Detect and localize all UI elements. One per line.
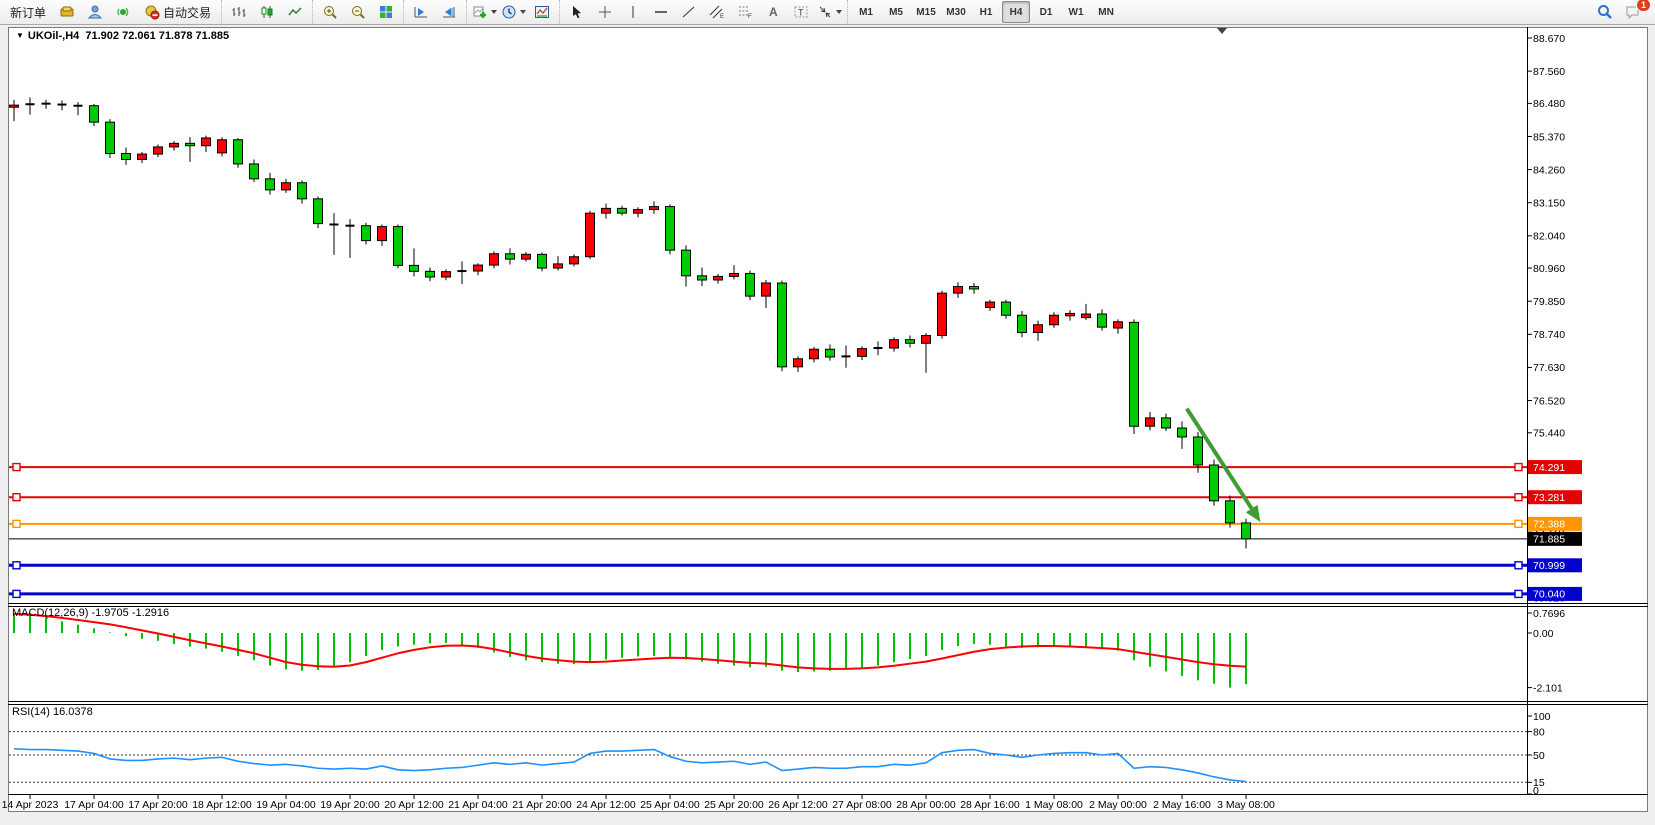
cursor-icon — [573, 6, 582, 19]
autotrade-icon — [145, 5, 160, 20]
crosshair-icon — [599, 6, 612, 18]
zoom-in-icon — [324, 6, 337, 19]
candlestick-button[interactable] — [254, 1, 280, 23]
zoom-group — [312, 0, 403, 24]
zoom-in-button[interactable] — [317, 1, 343, 23]
text-icon: A — [769, 5, 778, 19]
trendline-icon — [682, 6, 695, 18]
add-indicator-icon — [473, 6, 487, 18]
panel-separator[interactable] — [8, 603, 1648, 604]
zoom-out-button[interactable] — [345, 1, 371, 23]
panel-separator[interactable] — [8, 704, 1648, 705]
market-watch-button[interactable] — [54, 1, 80, 23]
new-order-button[interactable]: 新订单 — [10, 5, 47, 20]
horizontal-line-icon — [655, 11, 668, 13]
timeframe-mn[interactable]: MN — [1098, 6, 1114, 18]
rsi-indicator-label: RSI(14) 16.0378 — [12, 706, 93, 718]
chart-shift-icon — [443, 7, 456, 18]
add-indicator-button[interactable] — [471, 1, 498, 23]
chevron-down-icon — [520, 10, 527, 14]
autotrade-button[interactable]: 自动交易 — [138, 1, 217, 23]
auto-scroll-button[interactable] — [408, 1, 434, 23]
search-button[interactable] — [1592, 1, 1618, 23]
zoom-out-icon — [352, 6, 365, 19]
vertical-line-button[interactable] — [620, 1, 646, 23]
chevron-down-icon — [491, 10, 498, 14]
main-toolbar: 新订单 自动交易 — [0, 0, 1655, 25]
book-icon — [60, 6, 74, 17]
crosshair-button[interactable] — [592, 1, 618, 23]
price-axis-divider — [1527, 27, 1528, 794]
text-button[interactable]: A — [760, 1, 786, 23]
svg-text:A: A — [769, 5, 778, 19]
timeframe-m1[interactable]: M1 — [859, 6, 873, 18]
notifications-button[interactable]: 1 — [1620, 0, 1651, 23]
macd-indicator-label: MACD(12,26,9) -1.9705 -1.2916 — [12, 607, 170, 619]
notification-badge: 1 — [1635, 0, 1651, 12]
person-icon — [87, 5, 103, 19]
timeframe-group: M1 M5 M15 M30 H1 H4 D1 W1 MN — [847, 0, 1124, 24]
timeframe-d1[interactable]: D1 — [1039, 6, 1053, 18]
chart-shift-button[interactable] — [436, 1, 462, 23]
objects-group — [466, 0, 559, 24]
chevron-down-icon — [836, 10, 843, 14]
templates-button[interactable] — [529, 1, 555, 23]
fibonacci-icon: F — [739, 6, 752, 20]
text-label-button[interactable]: T — [788, 1, 814, 23]
chart-window[interactable] — [8, 27, 1648, 812]
timeframe-m15[interactable]: M15 — [916, 6, 936, 18]
svg-text:E: E — [720, 14, 724, 20]
cursor-button[interactable] — [564, 1, 590, 23]
periods-button[interactable] — [500, 1, 527, 23]
search-icon — [1598, 5, 1612, 19]
arrows-button[interactable] — [816, 1, 843, 23]
chart-quote: 71.902 72.061 71.878 71.885 — [85, 30, 230, 42]
line-chart-button[interactable] — [282, 1, 308, 23]
channel-icon: E — [709, 5, 724, 20]
label-icon: T — [794, 6, 808, 18]
template-icon — [535, 6, 550, 18]
trade-group: 新订单 自动交易 — [0, 0, 221, 24]
candlestick-icon — [261, 6, 273, 18]
svg-text:T: T — [798, 8, 804, 18]
panel-separator[interactable] — [8, 606, 1648, 607]
chart-title: ▼ UKOil-,H4 71.902 72.061 71.878 71.885 — [16, 30, 229, 42]
clock-icon — [502, 5, 516, 19]
tile-windows-button[interactable] — [373, 1, 399, 23]
right-toolbar-group: 1 — [1588, 0, 1655, 24]
tile-windows-icon — [380, 6, 393, 18]
time-axis-border — [8, 794, 1648, 795]
chart-type-group — [221, 0, 312, 24]
trendline-button[interactable] — [676, 1, 702, 23]
scroll-group — [403, 0, 466, 24]
vertical-line-icon — [632, 6, 634, 18]
timeframe-m30[interactable]: M30 — [946, 6, 966, 18]
drawing-tools-group: E F A T — [559, 0, 847, 24]
fibonacci-button[interactable]: F — [732, 1, 758, 23]
chart-symbol-period: UKOil-,H4 — [27, 30, 80, 42]
profile-button[interactable] — [82, 1, 108, 23]
autotrade-label: 自动交易 — [163, 5, 212, 20]
bar-chart-button[interactable] — [226, 1, 252, 23]
signals-button[interactable] — [110, 1, 136, 23]
signal-icon — [117, 7, 129, 17]
arrows-icon — [819, 6, 831, 18]
timeframe-m5[interactable]: M5 — [889, 6, 903, 18]
panel-separator[interactable] — [8, 701, 1648, 702]
equidistant-channel-button[interactable]: E — [704, 1, 730, 23]
bar-chart-icon — [232, 7, 246, 17]
timeframe-h4[interactable]: H4 — [1002, 1, 1031, 23]
horizontal-line-button[interactable] — [648, 1, 674, 23]
timeframe-w1[interactable]: W1 — [1068, 6, 1084, 18]
line-chart-icon — [288, 7, 302, 16]
chart-dropdown-icon[interactable]: ▼ — [16, 31, 24, 40]
auto-scroll-icon — [414, 7, 428, 18]
timeframe-h1[interactable]: H1 — [979, 6, 993, 18]
svg-text:F: F — [748, 14, 752, 20]
